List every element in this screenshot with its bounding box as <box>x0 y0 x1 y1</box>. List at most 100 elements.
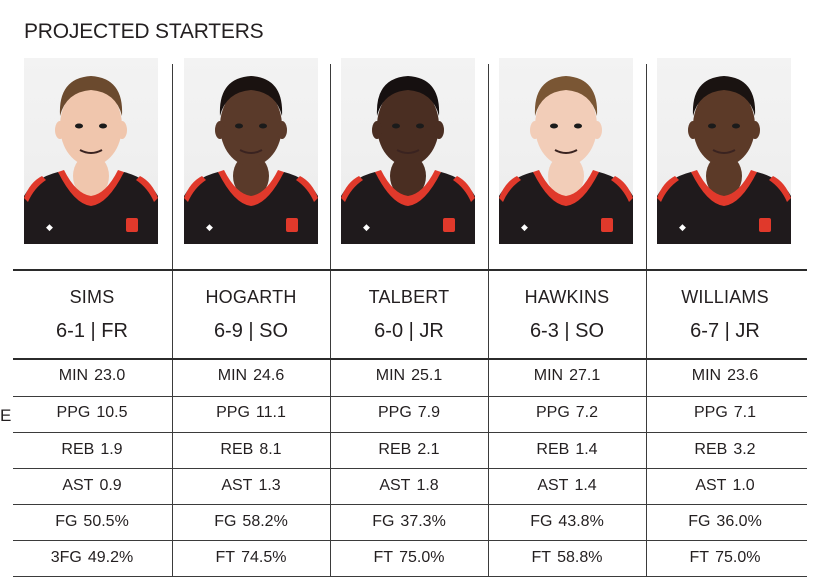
separator: | <box>558 320 576 342</box>
stat-label: REB <box>378 441 412 458</box>
stray-margin-glyph: E <box>0 406 12 425</box>
stat-label: FG <box>688 513 711 530</box>
stat-fg: FG 36.0% <box>646 513 804 531</box>
player-photo: ◆ <box>657 58 791 244</box>
stat-value: 3.2 <box>733 441 756 458</box>
stat-value: 25.1 <box>411 367 443 384</box>
player-height: 6-7 <box>690 320 720 342</box>
stat-label: MIN <box>691 367 722 384</box>
separator: | <box>403 320 420 342</box>
row-divider <box>13 576 807 577</box>
page-title: PROJECTED STARTERS <box>24 20 264 43</box>
stat-value: 1.4 <box>574 477 597 494</box>
stat-min: MIN 25.1 <box>330 367 488 385</box>
stat-reb: REB 2.1 <box>330 441 488 459</box>
stat-value: 58.2% <box>242 513 288 530</box>
stat-value: 8.1 <box>259 441 282 458</box>
stat-label: FG <box>55 513 78 530</box>
stat-value: 1.9 <box>100 441 123 458</box>
stat-label: PPG <box>535 404 570 421</box>
stat-value: 1.4 <box>575 441 598 458</box>
player-name: WILLIAMS <box>681 287 769 307</box>
stat-label: 3FG <box>50 549 82 566</box>
stat-ast: AST 1.4 <box>488 477 646 495</box>
player-height-year: 6-7 | JR <box>646 320 804 343</box>
stat-value: 36.0% <box>716 513 762 530</box>
player-height: 6-3 <box>529 320 559 342</box>
stat-reb: REB 1.4 <box>488 441 646 459</box>
player-name: HAWKINS <box>524 287 610 307</box>
svg-text:◆: ◆ <box>363 223 370 233</box>
stat-fg: FG 50.5% <box>13 513 171 531</box>
player-height-year: 6-1 | FR <box>13 320 171 343</box>
stat-ppg: PPG 11.1 <box>172 404 330 422</box>
player-portrait-image: ◆ <box>341 76 475 244</box>
stat-label: MIN <box>533 367 564 384</box>
stat-label: AST <box>537 477 569 494</box>
player-class-year: JR <box>735 320 760 342</box>
stat-value: 75.0% <box>715 549 761 566</box>
stat-value: 50.5% <box>83 513 129 530</box>
player-portrait-image: ◆ <box>184 76 318 244</box>
column-divider <box>646 64 647 576</box>
player-portrait-image: ◆ <box>657 76 791 244</box>
row-divider <box>13 432 807 433</box>
player-name: TALBERT <box>368 287 450 307</box>
row-divider <box>13 504 807 505</box>
stat-ppg: PPG 7.2 <box>488 404 646 422</box>
row-divider <box>13 540 807 541</box>
player-height-year: 6-3 | SO <box>488 320 646 343</box>
stat-value: 7.9 <box>417 404 441 421</box>
stat-label: PPG <box>693 404 728 421</box>
stat-label: PPG <box>377 404 412 421</box>
stat-label: AST <box>379 477 411 494</box>
stat-value: 7.2 <box>575 404 599 421</box>
stat-fg: FG 37.3% <box>330 513 488 531</box>
player-height: 6-1 <box>56 320 85 342</box>
player-portrait-image: ◆ <box>24 76 158 244</box>
stat-label: AST <box>62 477 94 494</box>
stat-value: 23.0 <box>94 367 126 384</box>
row-divider <box>13 468 807 469</box>
stat-value: 1.0 <box>732 477 755 494</box>
stat-value: 7.1 <box>733 404 757 421</box>
svg-text:◆: ◆ <box>46 223 53 233</box>
stat-reb: REB 1.9 <box>13 441 171 459</box>
stat-label: REB <box>61 441 95 458</box>
stat-ast: AST 1.0 <box>646 477 804 495</box>
stat-value: 11.1 <box>255 404 286 421</box>
stat-label: FT <box>215 549 236 566</box>
column-divider <box>172 64 173 576</box>
stat-label: FT <box>689 549 710 566</box>
stat-label: FG <box>372 513 395 530</box>
stat-value: 1.3 <box>258 477 281 494</box>
stat-min: MIN 24.6 <box>172 367 330 385</box>
stat-ft: FT 74.5% <box>172 549 330 567</box>
player-height: 6-0 <box>374 320 404 342</box>
row-divider <box>13 358 807 360</box>
stat-value: 58.8% <box>557 549 603 566</box>
stat-value: 37.3% <box>400 513 446 530</box>
stat-value: 23.6 <box>727 367 759 384</box>
player-class-year: SO <box>575 320 605 342</box>
stat-label: FT <box>531 549 552 566</box>
player-class-year: SO <box>259 320 289 342</box>
player-name: HOGARTH <box>205 287 297 307</box>
stat-label: AST <box>695 477 727 494</box>
player-column-sims: ◆ SIMS 6-1 | FR MIN 23.0 PPG 10.5 REB 1.9 AST 0… <box>13 0 171 588</box>
column-divider <box>330 64 331 576</box>
row-divider <box>13 269 807 271</box>
stat-value: 2.1 <box>417 441 440 458</box>
player-photo: ◆ <box>184 58 318 244</box>
player-column-williams: ◆ WILLIAMS 6-7 | JR MIN 23.6 PPG 7.1 REB 3.2 A… <box>646 0 804 588</box>
player-height-year: 6-0 | JR <box>330 320 488 343</box>
stat-fg: FG 43.8% <box>488 513 646 531</box>
stat-min: MIN 23.0 <box>13 367 171 385</box>
stat-ppg: PPG 10.5 <box>13 404 171 422</box>
player-name: SIMS <box>69 287 115 307</box>
stat-label: REB <box>694 441 728 458</box>
stat-min: MIN 27.1 <box>488 367 646 385</box>
stat-label: FG <box>214 513 237 530</box>
stat-value: 43.8% <box>558 513 604 530</box>
stat-fg: FG 58.2% <box>172 513 330 531</box>
